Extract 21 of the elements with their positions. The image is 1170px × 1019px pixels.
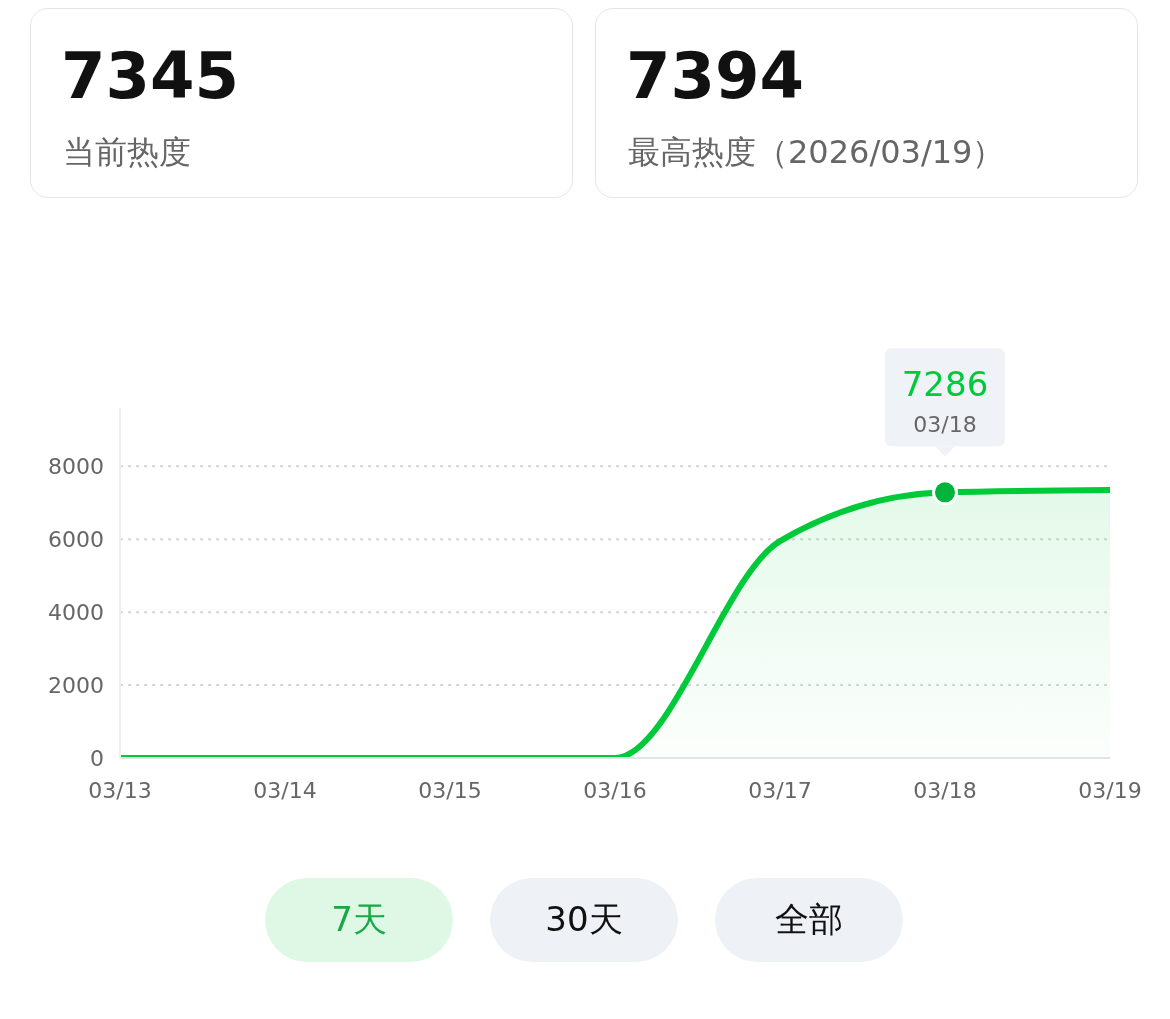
x-tick-label: 03/15 — [418, 777, 482, 803]
text: 当前热度 — [63, 132, 191, 173]
text: 7天 — [265, 878, 453, 962]
y-tick-label: 8000 — [48, 454, 104, 480]
y-tick-label: 6000 — [48, 527, 104, 553]
text: 30天 — [490, 878, 678, 962]
text: 全部 — [715, 878, 903, 962]
text: 最高热度（2026/03/19） — [628, 132, 1005, 173]
x-tick-label: 03/18 — [913, 777, 977, 803]
text: 7345 — [61, 39, 240, 113]
y-tick-label: 2000 — [48, 672, 104, 698]
x-tick-label: 03/13 — [88, 777, 152, 803]
x-tick-label: 03/16 — [583, 777, 647, 803]
x-tick-label: 03/19 — [1078, 777, 1142, 803]
text: 7394 — [626, 39, 805, 113]
x-tick-label: 03/14 — [253, 777, 317, 803]
y-tick-label: 0 — [90, 745, 104, 771]
annotation: 03/18 — [913, 412, 977, 438]
annotation: 7286 — [901, 364, 989, 405]
y-tick-label: 4000 — [48, 599, 104, 625]
x-tick-label: 03/17 — [748, 777, 812, 803]
